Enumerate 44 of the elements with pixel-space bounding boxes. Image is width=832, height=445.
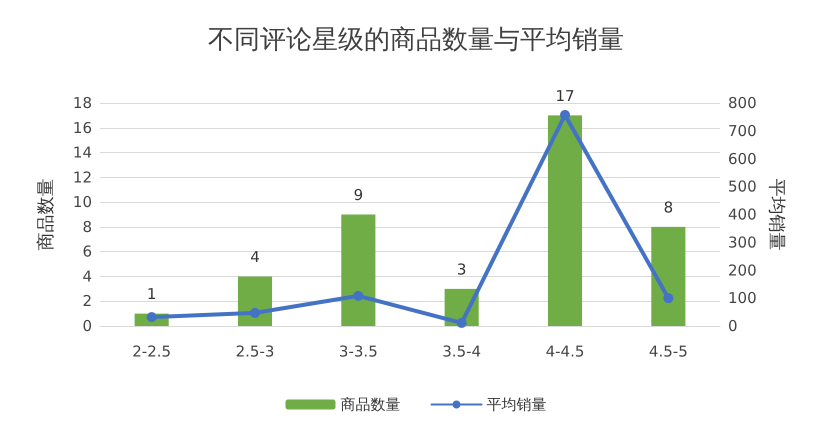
bar <box>651 226 686 326</box>
point <box>353 290 364 301</box>
y-axis-title: 商品数量 <box>36 178 56 250</box>
y-tick-label: 18 <box>72 94 92 112</box>
chart-title: 不同评论星级的商品数量与平均销量 <box>208 25 624 55</box>
y-tick-label: 6 <box>82 242 92 261</box>
y2-tick-label: 700 <box>728 122 757 140</box>
data-label: 1 <box>146 285 156 304</box>
y2-tick-label: 200 <box>728 261 757 280</box>
x-tick-label: 4.5-5 <box>648 342 688 360</box>
x-tick-label: 3.5-4 <box>442 342 482 360</box>
x-tick-label: 2.5-3 <box>236 342 274 360</box>
y2-tick-label: 600 <box>728 150 757 168</box>
y2-tick-label: 300 <box>728 233 757 252</box>
x-tick-label: 2-2.5 <box>132 342 172 360</box>
point <box>560 110 570 120</box>
y-tick-label: 14 <box>72 144 92 162</box>
data-label: 9 <box>354 186 364 204</box>
data-label: 3 <box>456 260 466 278</box>
point <box>663 293 674 304</box>
bar <box>548 115 582 326</box>
y-tick-label: 0 <box>82 317 92 335</box>
point <box>250 308 260 318</box>
y-tick-label: 4 <box>82 267 92 286</box>
legend-label: 平均销量 <box>486 396 546 414</box>
y-tick-label: 16 <box>72 118 92 137</box>
data-label: 4 <box>250 248 260 266</box>
point <box>456 318 467 328</box>
bar <box>341 214 376 326</box>
legend-label: 商品数量 <box>340 396 400 414</box>
data-label: 17 <box>555 86 575 105</box>
x-tick-label: 4-4.5 <box>546 342 584 360</box>
y-tick-label: 2 <box>82 292 92 310</box>
y-tick-label: 10 <box>72 193 92 212</box>
y2-tick-label: 800 <box>728 94 757 112</box>
data-label: 8 <box>664 198 674 216</box>
y-tick-label: 8 <box>82 218 92 236</box>
y2-tick-label: 400 <box>728 206 757 224</box>
x-tick-label: 3-3.5 <box>338 342 378 360</box>
y2-axis-title: 平均销量 <box>766 178 788 250</box>
y2-tick-label: 100 <box>728 289 757 308</box>
y-tick-label: 12 <box>72 168 92 186</box>
y2-tick-label: 0 <box>728 317 738 335</box>
y2-tick-label: 500 <box>728 178 757 196</box>
